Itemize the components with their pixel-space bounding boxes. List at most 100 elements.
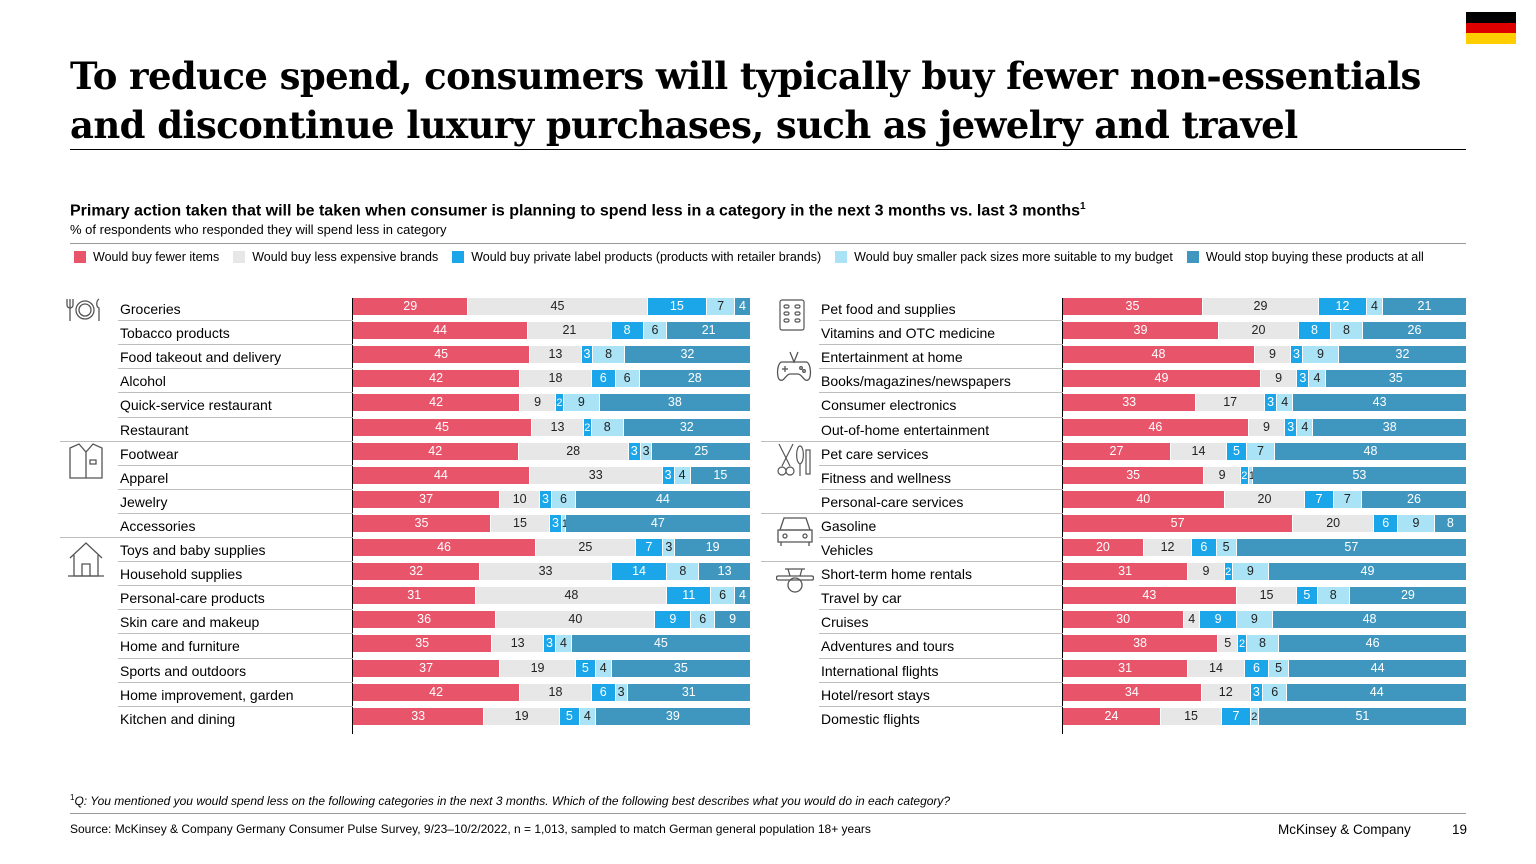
data-label: 35 xyxy=(673,660,688,675)
row-label: Groceries xyxy=(120,301,181,317)
bar-segment-stop: 28 xyxy=(639,370,750,388)
bar-segment-private: 2 xyxy=(1238,635,1246,653)
data-label: 48 xyxy=(1362,612,1377,627)
bar-segment-cheaper: 14 xyxy=(1171,442,1226,460)
row-label: Tobacco products xyxy=(120,325,230,342)
bar-segment-fewer: 42 xyxy=(353,683,520,701)
chart-subtitle-footnote-mark: 1 xyxy=(1080,201,1086,212)
data-label: 32 xyxy=(679,419,694,434)
data-label: 3 xyxy=(665,540,673,554)
bar-segment-stop: 4 xyxy=(735,587,750,605)
data-label: 48 xyxy=(564,588,579,603)
data-label: 57 xyxy=(1170,515,1185,530)
bar-segment-stop: 47 xyxy=(565,514,750,532)
data-label: 13 xyxy=(548,347,563,362)
legend-swatch-cheaper xyxy=(233,251,246,263)
bar-segment-cheaper: 19 xyxy=(500,659,575,677)
footnote-mark: 1 xyxy=(70,793,75,802)
bar-segment-smaller: 3 xyxy=(640,442,652,460)
data-label: 25 xyxy=(694,443,709,458)
bar-segment-private: 3 xyxy=(628,442,640,460)
row-label: Domestic flights xyxy=(821,710,920,727)
bar-segment-fewer: 42 xyxy=(353,394,520,412)
data-label: 13 xyxy=(510,636,525,651)
group-divider xyxy=(60,537,353,538)
legend-label-fewer: Would buy fewer items xyxy=(93,250,220,264)
bar-segment-smaller: 7 xyxy=(1333,490,1361,508)
row-label: Footwear xyxy=(120,445,179,462)
title-divider xyxy=(70,149,1466,150)
bar-segment-fewer: 57 xyxy=(1063,514,1293,532)
bar-segment-fewer: 32 xyxy=(353,563,480,581)
data-label: 19 xyxy=(514,708,529,723)
data-label: 21 xyxy=(701,323,716,338)
bar-segment-fewer: 36 xyxy=(353,611,496,629)
group-divider xyxy=(761,440,1063,442)
data-label: 10 xyxy=(512,491,527,506)
bar-segment-fewer: 35 xyxy=(1063,298,1202,315)
bar-segment-cheaper: 20 xyxy=(1293,514,1374,532)
row-divider xyxy=(118,392,353,394)
data-label: 12 xyxy=(1160,540,1175,554)
data-label: 46 xyxy=(1148,419,1163,434)
flag-stripe-gold xyxy=(1466,33,1516,44)
row-label: Food takeout and delivery xyxy=(120,349,282,366)
row-label: Sports and outdoors xyxy=(120,662,247,679)
bar-segment-fewer: 49 xyxy=(1063,370,1260,388)
data-label: 8 xyxy=(1311,323,1318,338)
legend-item-fewer: Would buy fewer items xyxy=(74,250,219,264)
data-label: 6 xyxy=(599,684,607,699)
data-label: 31 xyxy=(681,684,696,699)
row-label: Jewelry xyxy=(120,493,168,510)
data-label: 19 xyxy=(530,660,545,675)
data-label: 5 xyxy=(1222,540,1230,554)
bar-segment-stop: 46 xyxy=(1279,635,1466,653)
bar-segment-private: 6 xyxy=(591,370,615,388)
row-label: Entertainment at home xyxy=(821,349,963,366)
data-label: 2 xyxy=(1251,710,1258,723)
data-label: 20 xyxy=(1251,323,1266,338)
data-label: 15 xyxy=(713,467,728,482)
data-label: 4 xyxy=(599,660,607,675)
bar-segment-smaller: 6 xyxy=(552,490,575,508)
data-label: 35 xyxy=(1126,467,1141,482)
bar-segment-cheaper: 28 xyxy=(518,442,628,460)
bar-segment-stop: 38 xyxy=(599,394,750,412)
data-label: 4 xyxy=(559,636,567,651)
bar-segment-private: 15 xyxy=(647,298,707,315)
bar-segment-smaller: 9 xyxy=(1232,563,1269,581)
data-label: 6 xyxy=(623,371,631,386)
data-label: 25 xyxy=(578,540,593,554)
bar-segment-stop: 21 xyxy=(667,322,750,340)
row-label: Fitness and wellness xyxy=(821,469,951,486)
legend-label-stop: Would stop buying these products at all xyxy=(1205,250,1424,264)
data-label: 7 xyxy=(1315,491,1323,506)
bar-segment-cheaper: 19 xyxy=(484,707,559,725)
data-label: 45 xyxy=(434,347,449,362)
data-label: 20 xyxy=(1095,540,1110,554)
data-label: 33 xyxy=(588,467,603,482)
data-label: 12 xyxy=(1218,684,1233,699)
row-label: Books/magazines/newspapers xyxy=(821,373,1011,390)
footer-divider xyxy=(70,813,1466,814)
bar-segment-private: 3 xyxy=(544,635,555,653)
data-label: 1 xyxy=(1249,470,1255,482)
row-label: International flights xyxy=(821,662,939,679)
row-divider xyxy=(819,585,1063,587)
bar-segment-cheaper: 12 xyxy=(1143,539,1192,556)
group-divider xyxy=(761,561,1063,563)
data-label: 4 xyxy=(1371,299,1378,313)
bar-segment-fewer: 29 xyxy=(353,298,468,315)
germany-flag-icon xyxy=(1466,12,1516,44)
row-label: Alcohol xyxy=(120,373,166,390)
bar-segment-smaller: 7 xyxy=(1247,442,1274,460)
data-label: 9 xyxy=(1250,612,1258,627)
bar-segment-fewer: 31 xyxy=(353,587,476,605)
bar-segment-private: 5 xyxy=(575,659,595,677)
bar-segment-smaller: 3 xyxy=(663,539,675,556)
group-divider xyxy=(60,440,353,442)
bar-segment-fewer: 44 xyxy=(353,466,529,484)
bar-segment-stop: 44 xyxy=(1287,683,1466,701)
data-label: 7 xyxy=(645,540,653,554)
data-label: 2 xyxy=(1241,469,1248,482)
